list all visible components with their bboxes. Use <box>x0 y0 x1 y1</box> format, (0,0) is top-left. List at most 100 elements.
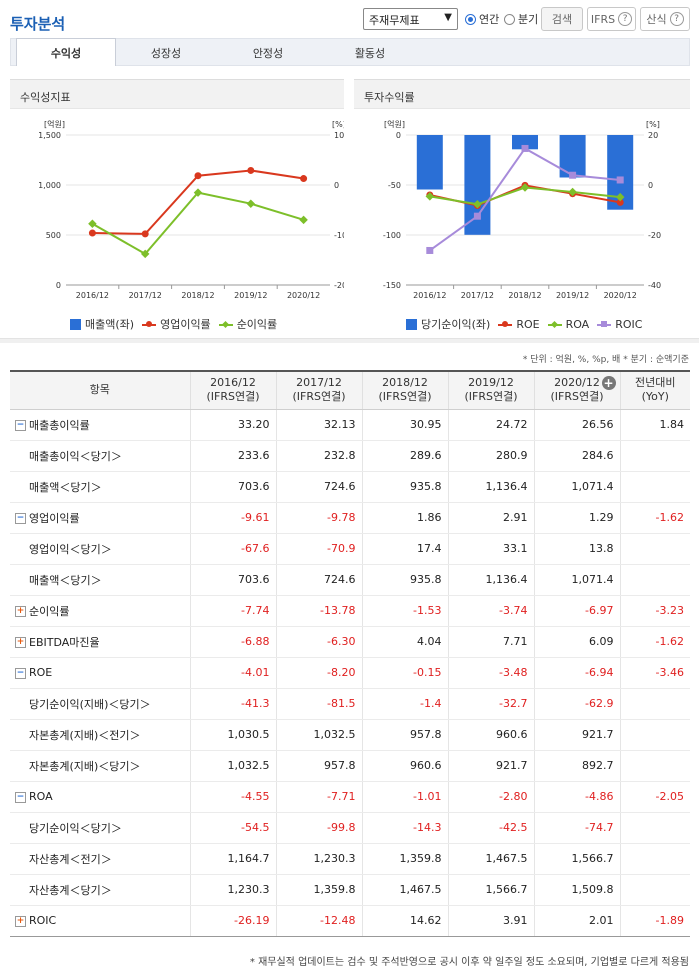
row-label-cell[interactable]: + 순이익률 <box>10 595 190 627</box>
legend-item[interactable]: 당기순이익(좌) <box>406 316 490 332</box>
formula-help-button[interactable]: 산식 ? <box>640 7 690 31</box>
data-point[interactable] <box>247 166 255 174</box>
data-point[interactable] <box>88 229 96 237</box>
period-radio-quarter[interactable]: 분기 <box>504 11 538 27</box>
data-point[interactable] <box>88 219 97 228</box>
value-cell: -32.7 <box>447 688 534 720</box>
legend-label: 순이익률 <box>236 318 278 331</box>
x-tick-label: 2020/12 <box>604 291 637 300</box>
data-point[interactable] <box>193 188 203 197</box>
ifrs-help-button[interactable]: IFRS ? <box>587 7 636 31</box>
data-point[interactable] <box>426 246 434 254</box>
legend-item[interactable]: ROA <box>547 318 589 331</box>
value-cell: 24.72 <box>447 409 534 441</box>
value-cell: -9.78 <box>275 502 362 534</box>
row-label-cell[interactable]: − ROA <box>10 781 190 813</box>
period-radio-annual-label: 연간 <box>479 13 500 26</box>
value-cell: 1,071.4 <box>533 471 620 503</box>
collapse-icon[interactable]: − <box>15 513 26 524</box>
data-point[interactable] <box>140 249 150 259</box>
collapse-icon[interactable]: − <box>15 667 26 679</box>
tab-stability[interactable]: 안정성 <box>252 46 284 60</box>
collapse-icon[interactable]: − <box>15 791 26 803</box>
value-cell: -6.30 <box>275 626 362 658</box>
value-cell <box>619 719 690 751</box>
expand-icon[interactable]: + <box>15 606 26 617</box>
data-point[interactable] <box>299 215 308 225</box>
left-tick-label: 1,500 <box>38 131 61 140</box>
row-label-cell[interactable]: + EBITDA마진율 <box>10 626 190 658</box>
row-label-cell: 영업이익＜당기＞ <box>10 533 190 565</box>
data-point[interactable] <box>246 199 256 208</box>
column-header-subtitle: (IFRS연결) <box>206 390 260 404</box>
value-cell: -81.5 <box>275 688 362 720</box>
column-header-title: 2016/12 <box>210 376 256 390</box>
tab-profitability[interactable]: 수익성 <box>16 38 116 66</box>
row-label-cell: 당기순이익＜당기＞ <box>10 812 190 844</box>
line-legend-icon <box>498 320 513 329</box>
statement-select[interactable]: 주재무제표 ▼ <box>363 8 458 30</box>
value-cell: -6.88 <box>189 626 276 658</box>
collapse-icon[interactable]: − <box>15 420 26 431</box>
x-tick-label: 2020/12 <box>287 291 320 300</box>
profitability-chart: [억원] [%] 1,500 10 1,000 0 500 -10 0 -20 2016/12 201… <box>38 119 344 300</box>
value-cell: -42.5 <box>447 812 534 844</box>
value-cell <box>619 874 690 906</box>
bar[interactable] <box>512 135 538 150</box>
bar[interactable] <box>464 135 491 235</box>
row-label: 자산총계＜당기＞ <box>29 883 112 897</box>
value-cell: -54.5 <box>189 812 276 844</box>
tab-activity[interactable]: 활동성 <box>354 46 386 60</box>
left-tick-label: 0 <box>56 281 61 290</box>
row-label: 자본총계(지배)＜전기＞ <box>29 728 141 742</box>
value-cell: 26.56 <box>533 409 620 441</box>
value-cell: 960.6 <box>447 719 534 751</box>
value-cell: 2.01 <box>533 905 620 937</box>
row-label-cell[interactable]: + ROIC <box>10 905 190 937</box>
data-point[interactable] <box>616 198 624 206</box>
legend-item[interactable]: 순이익률 <box>218 316 278 332</box>
left-tick-label: -100 <box>383 231 401 240</box>
legend-item[interactable]: ROIC <box>597 318 642 331</box>
add-column-icon[interactable]: + <box>601 376 616 390</box>
column-header-title: 항목 <box>89 383 110 397</box>
row-label-cell[interactable]: − 영업이익률 <box>10 502 190 534</box>
data-point[interactable] <box>521 144 529 152</box>
legend-item[interactable]: 영업이익률 <box>142 316 211 332</box>
period-radio-annual[interactable]: 연간 <box>465 11 499 27</box>
expand-icon[interactable]: + <box>15 915 26 927</box>
row-label-cell: 자본총계(지배)＜전기＞ <box>10 719 190 751</box>
row-label-cell: 매출액＜당기＞ <box>10 564 190 596</box>
bar[interactable] <box>416 135 443 190</box>
data-point[interactable] <box>473 212 481 220</box>
data-point[interactable] <box>569 171 577 179</box>
data-point[interactable] <box>568 187 577 197</box>
data-point[interactable] <box>616 176 624 184</box>
data-point[interactable] <box>473 200 482 209</box>
column-header-title: 2018/12 <box>382 376 428 390</box>
search-button[interactable]: 검색 <box>541 7 583 31</box>
value-cell <box>619 843 690 875</box>
row-label-cell[interactable]: − 매출총이익률 <box>10 409 190 441</box>
tab-growth[interactable]: 성장성 <box>150 46 182 60</box>
value-cell: -1.62 <box>619 502 690 534</box>
data-point[interactable] <box>425 192 435 201</box>
table-row: 자본총계(지배)＜당기＞ 1,032.5 957.8 960.6 921.7 892.7 <box>10 750 690 782</box>
value-cell: 17.4 <box>361 533 448 565</box>
value-cell: -3.48 <box>447 657 534 689</box>
row-label-cell[interactable]: − ROE <box>10 657 190 689</box>
expand-icon[interactable]: + <box>15 637 26 648</box>
search-button-label: 검색 <box>551 13 573 26</box>
data-point[interactable] <box>194 172 202 180</box>
right-axis-unit: [%] <box>646 120 660 129</box>
legend-item[interactable]: ROE <box>498 318 540 331</box>
legend-item[interactable]: 매출액(좌) <box>70 316 134 332</box>
data-point[interactable] <box>300 175 308 183</box>
value-cell: 1.86 <box>361 502 448 534</box>
row-label-cell: 자산총계＜당기＞ <box>10 874 190 906</box>
data-point[interactable] <box>141 230 149 238</box>
value-cell <box>619 750 690 782</box>
line-legend-icon <box>597 320 612 329</box>
radio-unselected-icon <box>504 13 515 25</box>
value-cell: 289.6 <box>361 440 448 472</box>
